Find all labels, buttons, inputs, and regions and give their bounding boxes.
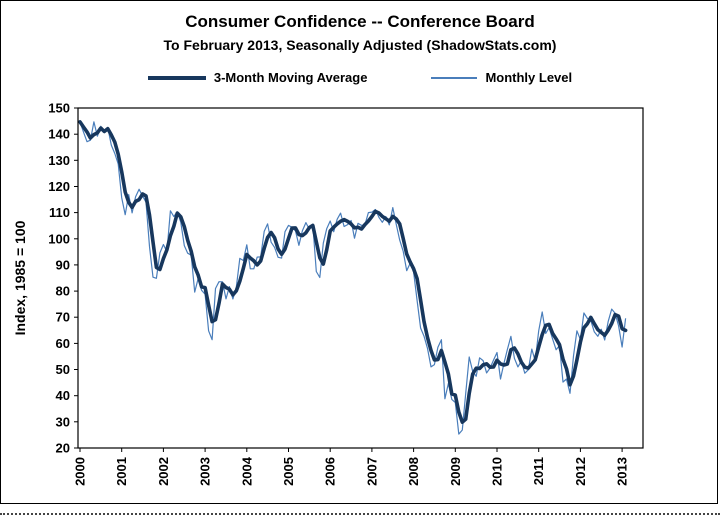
x-tick-label: 2005 (281, 457, 296, 486)
x-tick-label: 2012 (573, 457, 588, 486)
y-axis-title: Index, 1985 = 100 (12, 220, 28, 335)
x-tick-label: 2007 (364, 457, 379, 486)
dotted-separator (0, 513, 720, 515)
legend: 3-Month Moving Average Monthly Level (0, 70, 720, 85)
legend-label-monthly: Monthly Level (485, 70, 573, 85)
y-tick-label: 20 (56, 441, 70, 456)
x-tick-label: 2010 (490, 457, 505, 486)
chart-canvas: Index, 1985 = 100 150 140 130 120 110 100 90 80… (12, 101, 644, 486)
chart-frame (0, 0, 718, 504)
y-tick-label: 100 (48, 231, 70, 246)
x-tick-label: 2003 (198, 457, 213, 486)
y-tick-label: 40 (56, 388, 70, 403)
x-tick-label: 2009 (448, 457, 463, 486)
x-tick-label: 2006 (323, 457, 338, 486)
monthly-line (79, 121, 627, 435)
chart-title: Consumer Confidence -- Conference Board (185, 12, 535, 31)
y-tick-label: 70 (56, 310, 70, 325)
y-tick-label: 130 (48, 153, 70, 168)
x-tick-label: 2001 (114, 457, 129, 486)
y-tick-label: 120 (48, 179, 70, 194)
moving-average-line-swatch-icon (147, 75, 206, 80)
legend-item-monthly: Monthly Level (431, 70, 572, 85)
x-tick-label: 2000 (73, 457, 88, 486)
x-tick-label: 2002 (156, 457, 171, 486)
y-tick-label: 80 (56, 284, 70, 299)
chart-subtitle: To February 2013, Seasonally Adjusted (S… (163, 37, 557, 53)
y-tick-label: 60 (56, 336, 70, 351)
y-tick-label: 90 (56, 257, 70, 272)
x-tick-label: 2013 (615, 457, 630, 486)
moving-average-line (78, 120, 628, 425)
monthly-line-swatch-icon (431, 76, 478, 79)
x-tick-label: 2008 (406, 457, 421, 486)
y-tick-label: 110 (49, 205, 70, 220)
y-tick-label: 150 (48, 101, 70, 116)
plot-border (77, 107, 644, 449)
y-tick-label: 140 (48, 127, 70, 142)
y-tick-label: 50 (56, 362, 70, 377)
x-tick-label: 2011 (531, 457, 546, 485)
y-tick-label: 30 (56, 414, 70, 429)
x-tick-label: 2004 (239, 456, 254, 486)
legend-label-moving-average: 3-Month Moving Average (213, 70, 368, 85)
legend-item-moving-average: 3-Month Moving Average (147, 70, 368, 85)
